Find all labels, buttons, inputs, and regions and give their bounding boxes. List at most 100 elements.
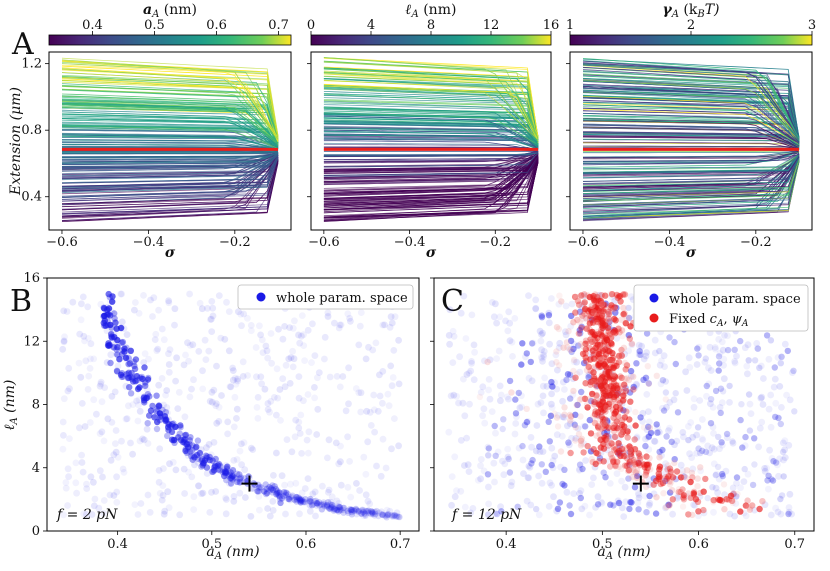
scatter-point xyxy=(242,494,249,501)
colorbar-a: aA (nm) 0.4 0.5 0.6 0.7 xyxy=(48,2,292,46)
scatter-point-fixed-halo xyxy=(746,504,753,511)
scatter-point xyxy=(613,335,621,342)
scatter-point xyxy=(134,417,142,425)
scatter-point xyxy=(558,432,566,440)
scatter-point-fixed-halo xyxy=(618,415,625,423)
scatter-point-fixed xyxy=(597,359,604,366)
scatter-point xyxy=(257,331,264,339)
scatter-point xyxy=(172,377,180,385)
scatter-point-fixed-halo xyxy=(609,331,617,338)
scatter-point-ridge xyxy=(297,499,304,506)
scatter-point-fixed-halo xyxy=(630,468,637,475)
scatter-point-fixed xyxy=(636,452,643,460)
scatter-point xyxy=(781,454,789,461)
scatter-point-fixed-halo xyxy=(710,499,717,506)
scatter-point-ridge xyxy=(149,402,156,410)
scatter-point-fixed-halo xyxy=(632,408,639,416)
scatter-point xyxy=(283,436,291,443)
scatter-point xyxy=(335,460,343,468)
scatter-point xyxy=(493,355,500,362)
scatter-point-fixed xyxy=(687,478,694,486)
scatter-point-ridge xyxy=(320,501,327,508)
scatter-point xyxy=(213,362,220,370)
scatter-point-fixed xyxy=(728,497,736,505)
scatter-point xyxy=(190,506,198,513)
scatter-point-ridge xyxy=(223,469,230,476)
scatter-point-ridge xyxy=(166,421,173,428)
scatter-point xyxy=(321,333,329,341)
scatter-point-fixed xyxy=(610,328,617,336)
scatter-point xyxy=(504,445,512,453)
scatter-point xyxy=(381,321,388,329)
scatter-point xyxy=(742,512,750,520)
scatter-point xyxy=(461,503,469,511)
scatter-point-whole xyxy=(778,353,785,360)
scatter-point xyxy=(295,331,302,339)
scatter-point-ridge xyxy=(316,502,323,509)
scatter-point-fixed xyxy=(595,424,602,431)
scatter-point-fixed-halo xyxy=(611,416,619,423)
scatter-point-whole xyxy=(779,448,787,456)
scatter-point-fixed xyxy=(579,312,586,319)
scatter-point-fixed-halo xyxy=(596,418,603,426)
scatter-point-ridge xyxy=(233,470,241,478)
scatter-point xyxy=(240,310,248,318)
scatter-point-fixed-halo xyxy=(685,494,692,501)
scatter-point xyxy=(660,352,668,360)
scatter-point xyxy=(463,371,471,378)
scatter-point xyxy=(781,446,788,454)
scatter-point xyxy=(231,393,239,401)
scatter-point-whole xyxy=(739,444,746,451)
scatter-point-fixed xyxy=(609,305,617,312)
scatter-point xyxy=(538,479,546,487)
scatter-point xyxy=(518,392,525,400)
scatter-point xyxy=(113,499,121,506)
scatter-point xyxy=(491,510,499,517)
extension-curve xyxy=(323,73,539,141)
scatter-point xyxy=(82,357,90,365)
scatter-point xyxy=(143,425,151,433)
scatter-point xyxy=(295,394,303,402)
scatter-point xyxy=(783,391,790,399)
scatter-point xyxy=(789,369,796,376)
extension-curve xyxy=(61,151,279,155)
extension-curve xyxy=(323,102,539,143)
scatter-point-whole xyxy=(790,367,797,374)
scatter-point-fixed xyxy=(615,325,622,332)
scatter-point xyxy=(371,428,378,436)
scatter-point xyxy=(700,509,708,517)
scatter-point xyxy=(479,383,487,391)
scatter-point xyxy=(208,328,216,335)
scatter-point-ridge xyxy=(263,485,270,492)
scatter-point xyxy=(469,505,477,512)
scatter-point xyxy=(206,509,214,516)
scatter-point-ridge xyxy=(144,376,152,383)
plot-b-legend-swatch xyxy=(256,292,266,302)
scatter-point xyxy=(188,385,195,393)
scatter-point-fixed-halo xyxy=(669,468,676,475)
scatter-point-fixed xyxy=(607,451,615,458)
colorbar-a-title-main: a xyxy=(143,2,152,18)
extension-curve xyxy=(582,95,800,143)
scatter-point-fixed xyxy=(617,373,624,380)
scatter-point xyxy=(545,310,553,317)
scatter-point-ridge xyxy=(119,338,127,346)
scatter-point-ridge xyxy=(286,494,293,501)
scatter-point xyxy=(79,293,87,301)
extension-curve xyxy=(61,115,279,147)
scatter-point-ridge xyxy=(256,483,264,491)
scatter-point-fixed-halo xyxy=(604,438,612,445)
scatter-point xyxy=(386,323,394,331)
scatter-point xyxy=(356,487,363,494)
scatter-point xyxy=(693,431,700,439)
scatter-point-ridge xyxy=(337,507,344,514)
plot-a2: −0.6 −0.4 −0.2 xyxy=(307,51,552,250)
scatter-point-fixed-halo xyxy=(593,432,600,439)
scatter-point-fixed xyxy=(643,468,650,475)
scatter-point xyxy=(666,501,673,508)
scatter-point xyxy=(512,420,520,427)
scatter-point-whole xyxy=(778,492,786,499)
colorbar-tick-label: 4 xyxy=(367,18,375,33)
scatter-point-ridge xyxy=(193,443,200,451)
scatter-point xyxy=(256,506,263,514)
